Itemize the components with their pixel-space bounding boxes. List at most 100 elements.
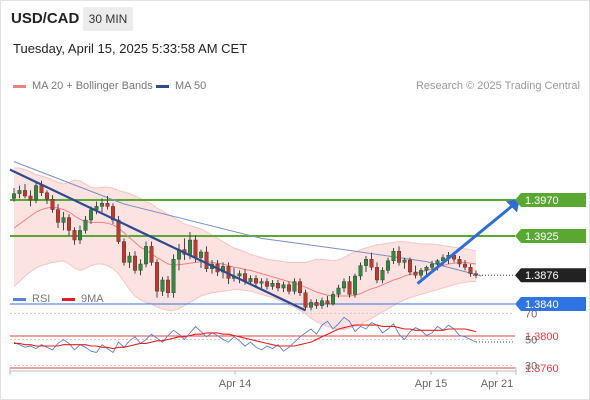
level-tag-bg (515, 268, 586, 283)
candle-body (397, 250, 402, 263)
candle-body (204, 251, 209, 269)
rsi-series-RSI (13, 316, 477, 354)
candle-body (347, 281, 352, 295)
legend-ma50-label: MA 50 (175, 80, 207, 92)
candle-body (61, 217, 66, 223)
legend-rsi: RSI (13, 293, 50, 305)
candle-body (468, 267, 473, 274)
level-tag-bg (515, 229, 586, 243)
candle-body (424, 267, 429, 271)
candle-body (358, 265, 363, 277)
timestamp: Tuesday, April 15, 2025 5:33:58 AM CET (13, 41, 248, 56)
candle-body (165, 279, 170, 294)
candle-body (375, 267, 380, 281)
symbol-title: USD/CAD (11, 10, 80, 27)
legend-9ma-label: 9MA (81, 293, 104, 305)
trendline (9, 168, 306, 312)
bollinger-band-fill (14, 168, 476, 330)
candle-body (83, 219, 88, 231)
candle-body (99, 202, 104, 207)
candle-body (187, 239, 192, 255)
bollinger-upper-line (14, 167, 477, 263)
candle-body (11, 193, 16, 199)
candle-body (149, 246, 154, 263)
level-label: 1.3970 (525, 195, 559, 207)
candle-body (353, 275, 358, 295)
candle-body (127, 255, 132, 263)
candle-body (265, 281, 270, 287)
x-tick-label: Apr 14 (219, 378, 251, 390)
candle-body (391, 250, 396, 261)
candle-body (110, 206, 115, 221)
bollinger-lower-line (13, 260, 476, 331)
candle-body (160, 279, 165, 292)
candle-body (298, 281, 303, 294)
candle-body (116, 219, 121, 242)
level-tag-bg (515, 297, 586, 311)
candle-body (143, 246, 148, 265)
candle-body (17, 190, 22, 194)
candles-group (11, 180, 479, 311)
candle-body (331, 294, 336, 305)
level-tag-1.3840: 1.3840 (515, 297, 586, 311)
x-tick-label: Apr 21 (481, 378, 513, 390)
legend-ma50: MA 50 (156, 80, 206, 92)
rsi-tick-label: 30 (525, 360, 537, 372)
candle-body (28, 195, 33, 201)
candle-body (474, 273, 479, 276)
candle-body (50, 198, 55, 210)
candle-body (66, 217, 71, 231)
candle-body (198, 251, 203, 258)
rsi-series-9MA (14, 324, 477, 350)
candle-body (430, 263, 435, 268)
candle-body (413, 271, 418, 276)
x-tick-label: Apr 15 (415, 378, 447, 390)
candle-body (281, 284, 286, 289)
candle-body (34, 185, 39, 201)
candle-body (253, 278, 258, 284)
level-tag-1.3800: 1.3800 (525, 331, 559, 343)
candle-body (237, 273, 242, 277)
level-tag-1.3760: 1.3760 (525, 363, 559, 375)
candle-body (303, 292, 308, 308)
candle-body (45, 192, 50, 200)
candle-body (320, 300, 325, 306)
candle-body (23, 190, 28, 197)
rsi-tick-label: 50 (525, 334, 537, 346)
legend-rsi-label: RSI (32, 293, 51, 305)
legend-rsi-swatch (13, 297, 26, 301)
legend-9ma-swatch (62, 297, 75, 301)
candle-body (105, 202, 110, 207)
level-label: 1.3876 (525, 270, 559, 282)
candle-body (292, 281, 297, 292)
candle-body (138, 263, 143, 271)
candle-body (336, 287, 341, 295)
candle-body (270, 283, 275, 287)
candle-body (402, 259, 407, 263)
candle-body (408, 259, 413, 273)
candle-body (193, 239, 198, 258)
candle-body (276, 283, 281, 289)
level-label: 1.3800 (525, 331, 559, 343)
candle-body (72, 230, 77, 241)
candle-body (342, 281, 347, 289)
candle-body (77, 230, 82, 241)
candle-body (88, 209, 93, 221)
legend-ma50-swatch (156, 84, 169, 88)
legend-ma20-swatch (13, 84, 26, 88)
candle-body (386, 260, 391, 271)
forecast-arrow-shaft (416, 203, 515, 285)
level-label: 1.3840 (525, 299, 559, 311)
candle-body (380, 270, 385, 281)
candle-body (39, 185, 44, 194)
candle-body (457, 259, 462, 265)
level-label: 1.3925 (525, 231, 559, 243)
copyright: Research © 2025 Trading Central (415, 80, 580, 92)
candle-body (369, 259, 374, 268)
candle-body (364, 259, 369, 266)
candle-body (287, 284, 292, 292)
candle-body (325, 300, 330, 305)
timeframe-button[interactable]: 30 MIN (83, 7, 133, 31)
level-tag-1.3876: 1.3876 (515, 268, 586, 283)
